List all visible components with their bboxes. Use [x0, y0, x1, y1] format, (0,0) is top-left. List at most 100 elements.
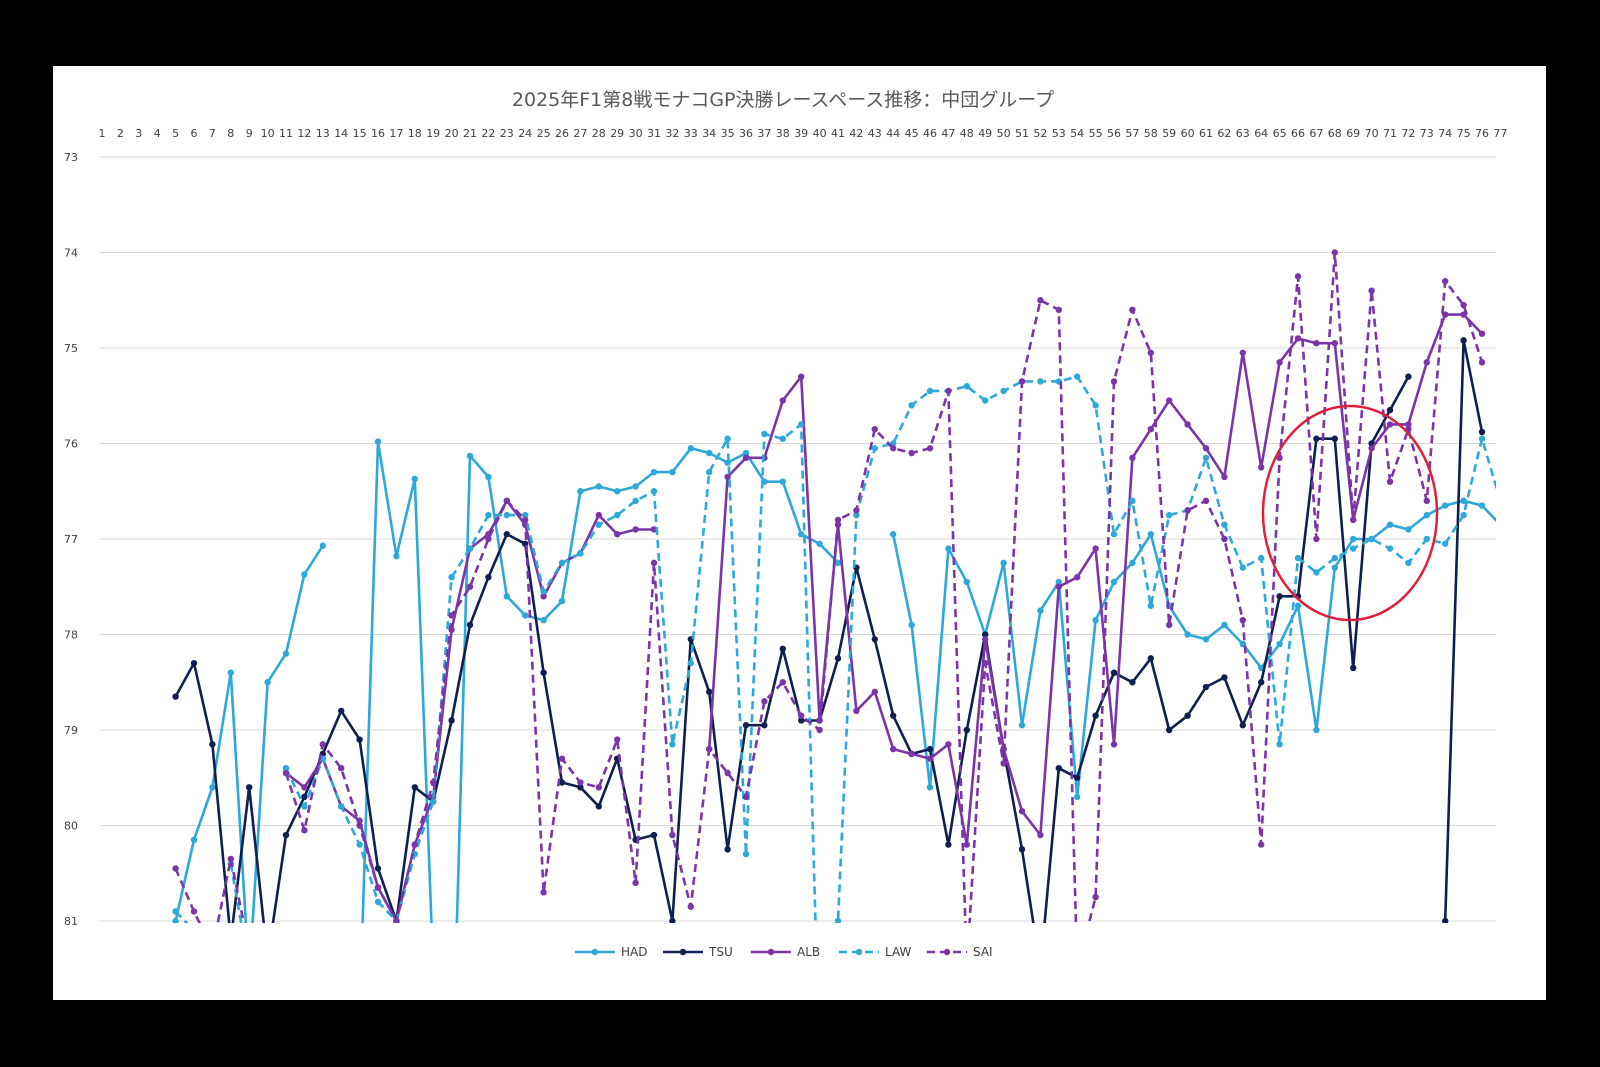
x-tick-label: 46 [923, 127, 937, 140]
data-point [522, 612, 529, 619]
data-point [319, 741, 326, 748]
data-point [1239, 616, 1247, 624]
data-point [1074, 966, 1080, 972]
data-point [779, 645, 786, 653]
legend-swatch-marker [943, 948, 951, 956]
data-point [614, 736, 621, 743]
data-point [301, 571, 308, 578]
data-point [338, 707, 345, 715]
data-point [558, 779, 566, 786]
data-point [1276, 640, 1283, 648]
series-law [172, 373, 1496, 933]
data-point [190, 836, 198, 844]
data-point [1497, 521, 1503, 527]
data-point [964, 966, 970, 972]
data-point [724, 473, 731, 481]
data-point [926, 755, 934, 762]
data-point [1478, 428, 1486, 436]
data-point [209, 946, 215, 952]
legend-label: LAW [885, 945, 912, 959]
data-point [614, 511, 621, 519]
x-tick-label: 69 [1346, 127, 1360, 140]
data-point [430, 966, 436, 972]
x-axis-ticks: 1 2 3 4 5 6 7 8 9 10 11 12 13 14 15 16 17 18 19 20 21 22 23 24 2… [99, 127, 1508, 140]
data-point [706, 468, 713, 476]
data-point [982, 397, 989, 404]
x-tick-label: 3 [135, 127, 142, 140]
x-tick-label: 24 [518, 127, 532, 140]
data-point [1405, 421, 1412, 428]
data-point [577, 488, 584, 495]
data-point [963, 726, 970, 734]
data-point [1147, 349, 1155, 356]
data-point [706, 449, 713, 457]
data-point [172, 693, 179, 700]
data-point [1294, 273, 1302, 280]
data-point [485, 511, 492, 519]
data-point [540, 616, 547, 624]
data-point [246, 975, 252, 981]
data-point [209, 741, 216, 748]
data-point [1221, 535, 1228, 543]
data-point [1037, 378, 1044, 385]
data-point [742, 454, 750, 462]
x-tick-label: 30 [629, 127, 643, 140]
data-point [595, 803, 602, 810]
data-point [706, 688, 713, 695]
data-point [1478, 330, 1486, 337]
data-point [1037, 966, 1043, 972]
x-tick-label: 22 [481, 127, 495, 140]
data-point [982, 631, 989, 638]
data-point [834, 516, 842, 524]
data-point [963, 841, 970, 848]
data-point [191, 927, 197, 933]
data-point [1221, 621, 1228, 629]
data-point [264, 956, 270, 962]
data-point [982, 636, 989, 643]
x-tick-label: 58 [1144, 127, 1158, 140]
data-point [1184, 712, 1191, 719]
data-point [669, 831, 676, 839]
data-point [374, 884, 382, 891]
data-point [926, 784, 934, 791]
data-point [1294, 602, 1302, 610]
y-tick-label: 73 [64, 151, 78, 164]
data-point [816, 726, 823, 734]
x-tick-label: 56 [1107, 127, 1121, 140]
data-point [1202, 497, 1210, 504]
data-point [853, 507, 860, 514]
data-point [1000, 760, 1007, 767]
data-point [338, 765, 345, 772]
data-point [1202, 683, 1210, 691]
x-tick-label: 67 [1309, 127, 1323, 140]
x-tick-label: 5 [172, 127, 179, 140]
data-point [1074, 774, 1081, 781]
x-tick-label: 1 [99, 127, 106, 140]
x-tick-label: 32 [665, 127, 679, 140]
data-point [485, 473, 492, 481]
data-point [448, 574, 455, 581]
x-tick-label: 61 [1199, 127, 1213, 140]
data-point [503, 531, 510, 538]
legend-swatch-marker [591, 948, 599, 956]
data-point [650, 488, 658, 495]
data-point [1405, 373, 1412, 380]
data-point [595, 511, 602, 519]
x-tick-label: 52 [1033, 127, 1047, 140]
data-point [190, 659, 198, 667]
x-tick-label: 4 [154, 127, 161, 140]
data-point [798, 421, 805, 428]
x-tick-label: 33 [684, 127, 698, 140]
data-point [1074, 373, 1081, 380]
data-point [1313, 726, 1320, 734]
data-point [779, 478, 786, 485]
data-point [1478, 359, 1486, 366]
x-tick-label: 66 [1291, 127, 1305, 140]
data-point [1478, 502, 1486, 509]
data-point [1092, 893, 1099, 901]
data-point [1000, 559, 1007, 567]
data-point [871, 445, 878, 452]
data-point [1460, 337, 1467, 344]
data-point [190, 908, 198, 915]
data-point [595, 483, 602, 490]
